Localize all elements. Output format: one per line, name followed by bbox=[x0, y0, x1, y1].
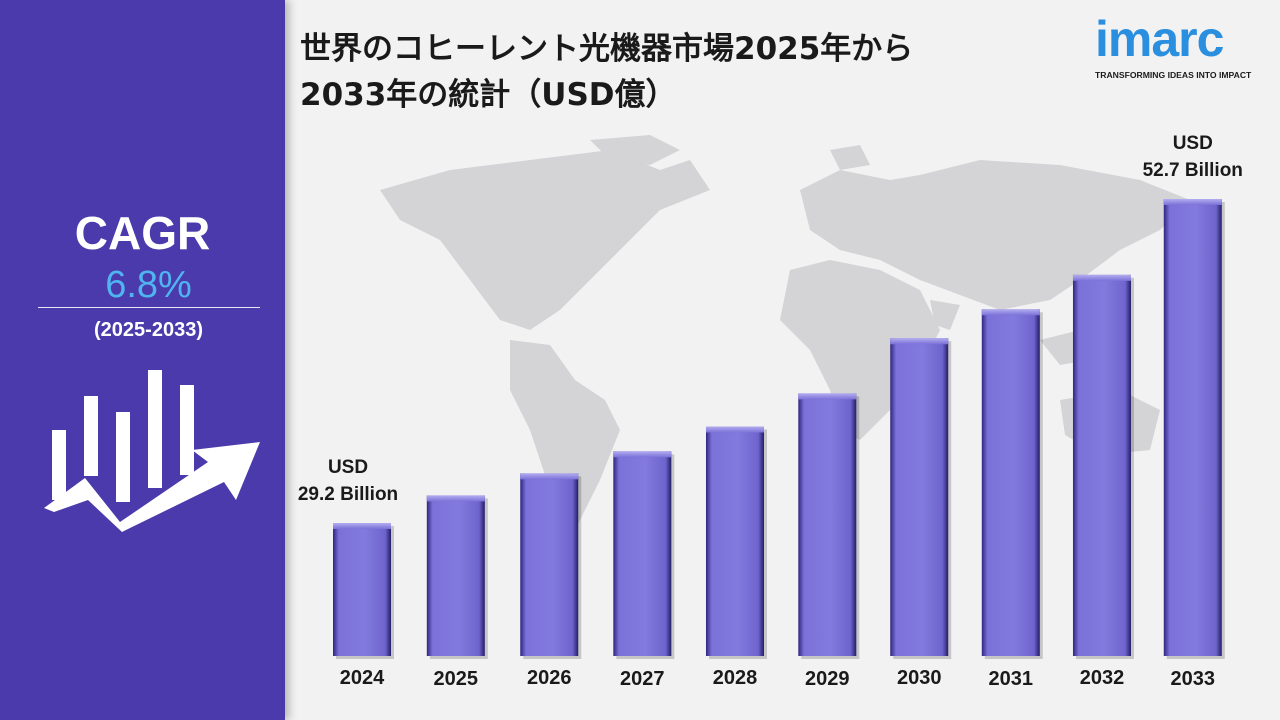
bar-cap-2025 bbox=[426, 495, 485, 502]
cagr-label: CAGR bbox=[74, 207, 211, 259]
chart-title: 世界のコヒーレント光機器市場2025年から 2033年の統計（USD億） bbox=[300, 26, 1060, 118]
bar-2025 bbox=[426, 495, 485, 656]
bar-2033 bbox=[1163, 199, 1222, 656]
chart-title-line-2: 2033年の統計（USD億） bbox=[300, 77, 677, 113]
imarc-logo: imarc TRANSFORMING IDEAS INTO IMPACT bbox=[1095, 12, 1265, 80]
bar-cap-2029 bbox=[798, 393, 857, 400]
x-tick-2025: 2025 bbox=[434, 668, 479, 690]
growth-chart-icon bbox=[44, 370, 260, 532]
bar-2024 bbox=[333, 523, 391, 656]
bar-cap-2032 bbox=[1072, 274, 1131, 281]
callout-currency-2033: USD bbox=[1173, 133, 1213, 154]
bar-cap-2033 bbox=[1163, 199, 1222, 205]
bar-2026 bbox=[520, 473, 579, 656]
logo-wordmark: imarc bbox=[1095, 11, 1224, 67]
x-tick-2029: 2029 bbox=[805, 668, 850, 690]
bar-2032 bbox=[1072, 274, 1131, 656]
x-tick-2024: 2024 bbox=[340, 667, 385, 689]
x-axis-ticks: 2024 2025 2026 2027 2028 2029 2030 2031 2032 2033 bbox=[340, 667, 1215, 690]
cagr-value: 6.8% bbox=[105, 264, 192, 306]
bar-cap-2027 bbox=[613, 451, 672, 458]
x-tick-2028: 2028 bbox=[713, 667, 758, 689]
bar-2030 bbox=[890, 338, 949, 656]
sidebar-panel: CAGR 6.8% (2025-2033) bbox=[0, 0, 285, 720]
sidebar-divider bbox=[38, 307, 260, 308]
x-tick-2030: 2030 bbox=[897, 667, 942, 689]
bar-2028 bbox=[705, 426, 764, 656]
chart-title-line-1: 世界のコヒーレント光機器市場2025年から bbox=[300, 31, 914, 67]
bar-cap-2024 bbox=[333, 523, 391, 529]
x-tick-2027: 2027 bbox=[620, 668, 665, 690]
bar-cap-2026 bbox=[520, 473, 579, 480]
logo-tagline: TRANSFORMING IDEAS INTO IMPACT bbox=[1095, 70, 1252, 80]
bar-2027 bbox=[613, 451, 672, 656]
bar-2029 bbox=[798, 393, 857, 656]
x-tick-2026: 2026 bbox=[527, 667, 572, 689]
callout-value-2024: 29.2 Billion bbox=[298, 484, 398, 505]
bar-cap-2030 bbox=[890, 338, 949, 345]
bar-cap-2031 bbox=[981, 309, 1040, 316]
x-tick-2033: 2033 bbox=[1171, 668, 1216, 690]
value-callouts: USD 29.2 Billion USD 52.7 Billion bbox=[298, 133, 1243, 505]
x-tick-2032: 2032 bbox=[1080, 667, 1125, 689]
cagr-period: (2025-2033) bbox=[94, 319, 203, 341]
bar-2031 bbox=[981, 309, 1040, 656]
callout-currency-2024: USD bbox=[328, 457, 368, 478]
callout-value-2033: 52.7 Billion bbox=[1143, 160, 1243, 181]
bar-series bbox=[333, 199, 1225, 659]
x-tick-2031: 2031 bbox=[989, 668, 1034, 690]
bar-cap-2028 bbox=[705, 426, 764, 433]
